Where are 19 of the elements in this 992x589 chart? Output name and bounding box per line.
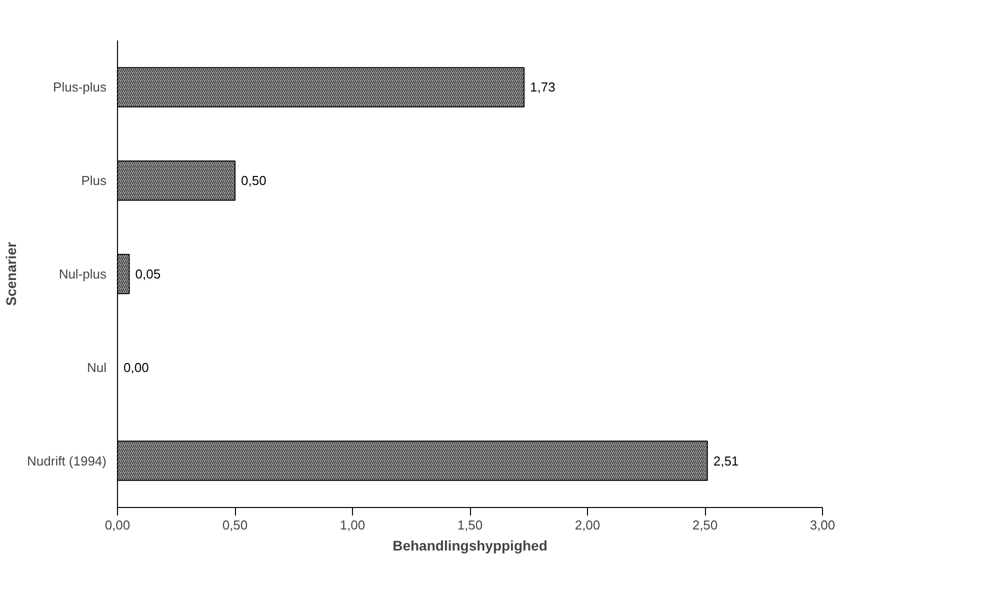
y-tick-label: Plus-plus <box>53 80 107 95</box>
x-axis-title: Behandlingshyppighed <box>392 538 548 554</box>
y-axis-title: Scenarier <box>3 242 20 306</box>
x-tick-label: 0,00 <box>104 518 130 532</box>
x-tick-label: 2,50 <box>692 518 718 532</box>
data-label: 2,51 <box>713 453 739 468</box>
y-tick-label: Nul <box>86 360 107 375</box>
data-label: 0,50 <box>241 173 266 188</box>
data-label: 0,05 <box>135 266 161 282</box>
x-tick-label: 3,00 <box>810 518 836 532</box>
y-tick-label: Plus <box>81 173 107 188</box>
data-label: 0,00 <box>124 360 149 375</box>
x-tick-label: 2,00 <box>574 518 600 532</box>
y-tick-label: Nul-plus <box>58 266 107 282</box>
x-tick-label: 0,50 <box>222 518 248 532</box>
y-tick-label: Nudrift (1994) <box>27 453 107 468</box>
x-tick-label: 1,50 <box>457 518 483 532</box>
x-tick-label: 1,00 <box>340 518 366 532</box>
data-label: 1,73 <box>530 80 556 95</box>
